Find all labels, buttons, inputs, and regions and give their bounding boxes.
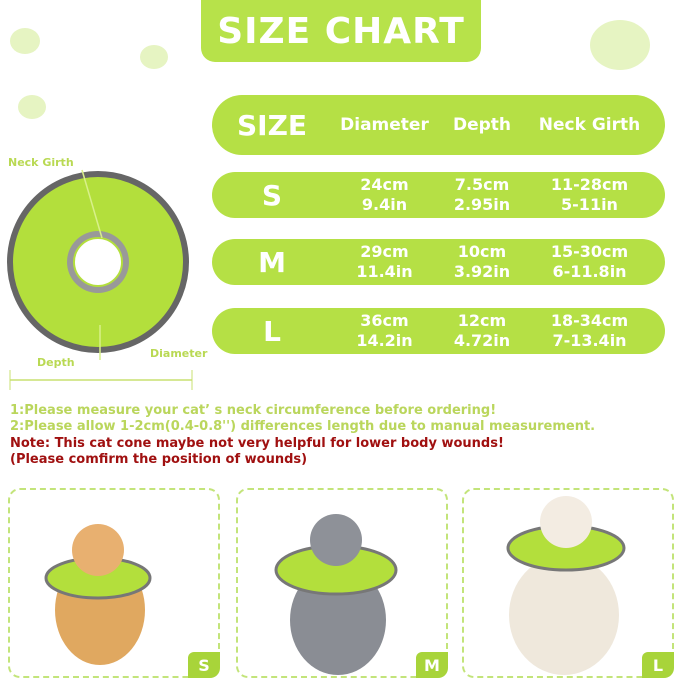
diameter-in: 14.2in [356, 331, 413, 350]
note-4: (Please comfirm the position of wounds) [10, 452, 308, 467]
cat-image [44, 524, 152, 665]
neck-in: 5-11in [561, 195, 618, 214]
paw-icon [10, 28, 40, 54]
diameter-cell: 36cm 14.2in [332, 311, 437, 351]
depth-cm: 7.5cm [454, 175, 510, 194]
neck-in: 7-13.4in [552, 331, 627, 350]
size-label: M [258, 245, 286, 279]
depth-in: 2.95in [453, 195, 511, 214]
cone-diagram [7, 169, 193, 390]
header-neck-girth: Neck Girth [538, 115, 641, 135]
neck-cm: 11-28cm [550, 175, 629, 194]
paw-icon [140, 45, 168, 69]
diameter-in: 9.4in [361, 195, 408, 214]
header-depth: Depth [452, 115, 512, 135]
diameter-in: 11.4in [356, 262, 413, 281]
diameter-cm: 24cm [360, 175, 409, 194]
page-title: SIZE CHART [201, 0, 481, 62]
depth-label: Depth [37, 356, 75, 369]
note-1: 1:Please measure your cat’ s neck circum… [10, 403, 497, 418]
diameter-cm: 29cm [360, 242, 409, 261]
neck-cell: 11-28cm 5-11in [527, 175, 652, 215]
neck-girth-label: Neck Girth [8, 156, 74, 169]
diameter-label: Diameter [150, 347, 208, 360]
size-label: S [261, 178, 283, 212]
depth-cm: 12cm [457, 311, 507, 330]
depth-cm: 10cm [457, 242, 507, 261]
header-size: SIZE [236, 108, 307, 142]
depth-cell: 7.5cm 2.95in [437, 175, 527, 215]
size-badge: S [188, 652, 220, 678]
table-row: L 36cm 14.2in 12cm 4.72in 18-34cm 7-13.4in [212, 308, 665, 354]
neck-cm: 18-34cm [550, 311, 629, 330]
neck-cell: 15-30cm 6-11.8in [527, 242, 652, 282]
size-label: L [263, 314, 281, 348]
header-diameter: Diameter [340, 115, 429, 135]
size-badge: L [642, 652, 674, 678]
cat-photo-medium: M [236, 488, 448, 678]
neck-cm: 15-30cm [550, 242, 629, 261]
depth-in: 3.92in [453, 262, 511, 281]
table-row: M 29cm 11.4in 10cm 3.92in 15-30cm 6-11.8in [212, 239, 665, 285]
size-badge: M [416, 652, 448, 678]
neck-cell: 18-34cm 7-13.4in [527, 311, 652, 351]
cat-photo-small: S [8, 488, 220, 678]
paw-icon [18, 95, 46, 119]
diameter-cell: 29cm 11.4in [332, 242, 437, 282]
note-2: 2:Please allow 1-2cm(0.4-0.8'') differen… [10, 419, 596, 434]
note-3: Note: This cat cone maybe not very helpf… [10, 436, 504, 451]
cat-image [274, 514, 398, 675]
cat-image [506, 496, 626, 675]
depth-cell: 10cm 3.92in [437, 242, 527, 282]
neck-in: 6-11.8in [552, 262, 627, 281]
table-header: SIZE Diameter Depth Neck Girth [212, 95, 665, 155]
cat-photo-large: L [462, 488, 674, 678]
depth-cell: 12cm 4.72in [437, 311, 527, 351]
diameter-cell: 24cm 9.4in [332, 175, 437, 215]
diameter-cm: 36cm [360, 311, 409, 330]
paw-icon [590, 20, 650, 70]
table-row: S 24cm 9.4in 7.5cm 2.95in 11-28cm 5-11in [212, 172, 665, 218]
depth-in: 4.72in [453, 331, 511, 350]
